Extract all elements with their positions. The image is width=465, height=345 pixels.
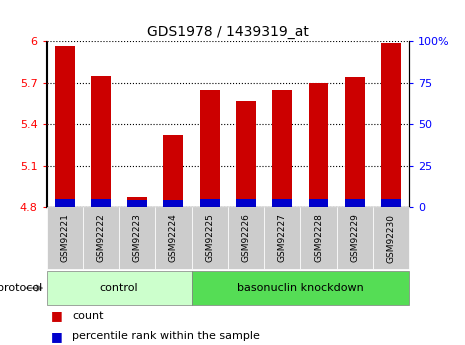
Bar [381,199,401,207]
Bar [236,101,256,207]
Bar [55,46,74,207]
Bar [345,199,365,207]
Bar [91,76,111,207]
Bar [272,90,292,207]
Text: ■: ■ [51,330,67,343]
Bar [55,199,74,207]
Text: GSM92230: GSM92230 [386,214,396,263]
Text: GSM92225: GSM92225 [205,214,214,263]
Text: GSM92227: GSM92227 [278,214,287,263]
Text: GSM92221: GSM92221 [60,214,69,263]
Text: GSM92228: GSM92228 [314,214,323,263]
Text: control: control [100,283,139,293]
Bar [200,90,219,207]
Text: percentile rank within the sample: percentile rank within the sample [72,332,260,341]
Bar [164,135,183,207]
Text: count: count [72,311,104,321]
Bar [127,200,147,207]
Bar [200,199,219,207]
Text: GSM92224: GSM92224 [169,214,178,263]
Text: protocol: protocol [0,283,42,293]
Text: ■: ■ [51,309,67,322]
Text: basonuclin knockdown: basonuclin knockdown [237,283,364,293]
Bar [345,77,365,207]
Text: GSM92229: GSM92229 [350,214,359,263]
Bar [236,199,256,207]
Text: GSM92223: GSM92223 [133,214,142,263]
Text: GSM92222: GSM92222 [96,214,106,263]
Bar [164,200,183,207]
Bar [309,199,328,207]
Text: GSM92226: GSM92226 [241,214,251,263]
Bar [309,83,328,207]
Bar [127,197,147,207]
Bar [91,199,111,207]
Title: GDS1978 / 1439319_at: GDS1978 / 1439319_at [147,25,309,39]
Bar [381,43,401,207]
Bar [272,199,292,207]
